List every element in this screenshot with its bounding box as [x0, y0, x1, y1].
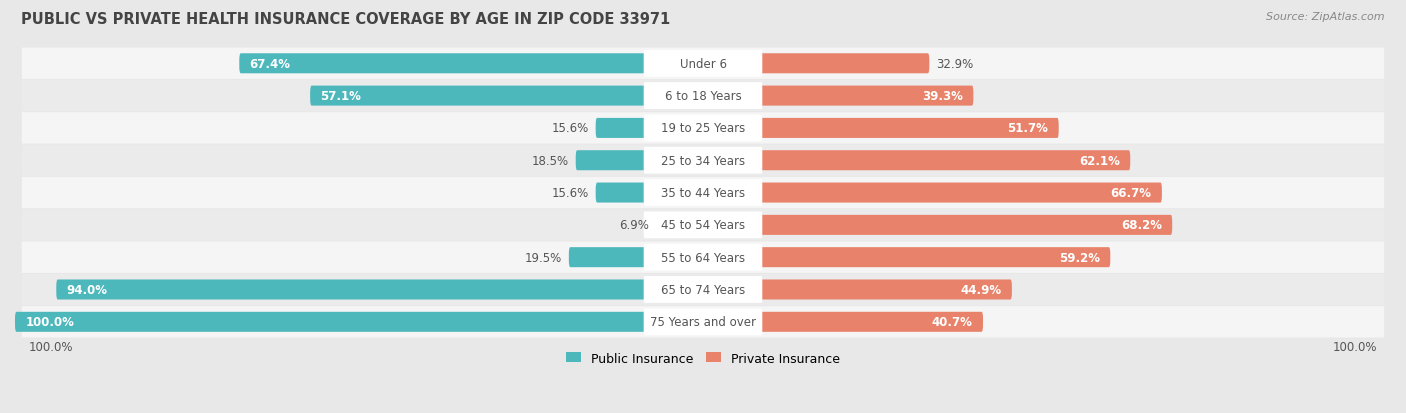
Text: 32.9%: 32.9% [936, 58, 973, 71]
FancyBboxPatch shape [703, 183, 1161, 203]
FancyBboxPatch shape [239, 54, 703, 74]
Text: 67.4%: 67.4% [250, 58, 291, 71]
Text: 66.7%: 66.7% [1111, 187, 1152, 199]
Bar [703, 54, 709, 74]
Text: 15.6%: 15.6% [551, 187, 589, 199]
FancyBboxPatch shape [596, 183, 703, 203]
Text: 100.0%: 100.0% [28, 340, 73, 353]
Text: 18.5%: 18.5% [531, 154, 569, 167]
Bar [702, 86, 706, 107]
FancyBboxPatch shape [655, 215, 703, 235]
FancyBboxPatch shape [644, 51, 762, 78]
Bar [703, 312, 709, 332]
FancyBboxPatch shape [56, 280, 703, 300]
Bar [702, 247, 706, 268]
FancyBboxPatch shape [703, 312, 983, 332]
FancyBboxPatch shape [21, 48, 1385, 80]
Bar [702, 183, 706, 203]
Text: 65 to 74 Years: 65 to 74 Years [661, 283, 745, 296]
Text: 68.2%: 68.2% [1121, 219, 1161, 232]
Text: Source: ZipAtlas.com: Source: ZipAtlas.com [1267, 12, 1385, 22]
Text: 40.7%: 40.7% [932, 316, 973, 328]
Bar [703, 215, 709, 235]
Text: 45 to 54 Years: 45 to 54 Years [661, 219, 745, 232]
Text: 100.0%: 100.0% [1333, 340, 1378, 353]
Bar [702, 151, 706, 171]
Text: 62.1%: 62.1% [1078, 154, 1121, 167]
FancyBboxPatch shape [644, 180, 762, 206]
Text: 100.0%: 100.0% [25, 316, 75, 328]
Text: 6 to 18 Years: 6 to 18 Years [665, 90, 741, 103]
Text: 39.3%: 39.3% [922, 90, 963, 103]
Text: Under 6: Under 6 [679, 58, 727, 71]
Bar [702, 54, 706, 74]
FancyBboxPatch shape [21, 81, 1385, 112]
FancyBboxPatch shape [644, 309, 762, 335]
Bar [702, 215, 706, 235]
FancyBboxPatch shape [703, 247, 1111, 268]
Bar [702, 280, 706, 300]
Bar [703, 119, 709, 139]
FancyBboxPatch shape [644, 212, 762, 239]
Text: 15.6%: 15.6% [551, 122, 589, 135]
FancyBboxPatch shape [21, 306, 1385, 338]
FancyBboxPatch shape [21, 178, 1385, 209]
Text: 75 Years and over: 75 Years and over [650, 316, 756, 328]
Text: 55 to 64 Years: 55 to 64 Years [661, 251, 745, 264]
FancyBboxPatch shape [15, 312, 703, 332]
Bar [703, 247, 709, 268]
FancyBboxPatch shape [21, 145, 1385, 176]
FancyBboxPatch shape [644, 276, 762, 303]
Text: 44.9%: 44.9% [960, 283, 1001, 296]
FancyBboxPatch shape [21, 242, 1385, 273]
FancyBboxPatch shape [21, 210, 1385, 241]
FancyBboxPatch shape [703, 54, 929, 74]
FancyBboxPatch shape [21, 113, 1385, 144]
Text: PUBLIC VS PRIVATE HEALTH INSURANCE COVERAGE BY AGE IN ZIP CODE 33971: PUBLIC VS PRIVATE HEALTH INSURANCE COVER… [21, 12, 671, 27]
Bar [703, 86, 709, 107]
Bar [703, 151, 709, 171]
FancyBboxPatch shape [644, 244, 762, 271]
Bar [703, 280, 709, 300]
Text: 25 to 34 Years: 25 to 34 Years [661, 154, 745, 167]
Bar [702, 312, 706, 332]
Bar [702, 119, 706, 139]
Text: 94.0%: 94.0% [66, 283, 108, 296]
FancyBboxPatch shape [644, 83, 762, 110]
Text: 19.5%: 19.5% [524, 251, 562, 264]
Text: 59.2%: 59.2% [1059, 251, 1099, 264]
Legend: Public Insurance, Private Insurance: Public Insurance, Private Insurance [561, 347, 845, 370]
FancyBboxPatch shape [703, 86, 973, 107]
FancyBboxPatch shape [596, 119, 703, 139]
FancyBboxPatch shape [703, 119, 1059, 139]
FancyBboxPatch shape [703, 215, 1173, 235]
Text: 57.1%: 57.1% [321, 90, 361, 103]
Text: 6.9%: 6.9% [619, 219, 648, 232]
FancyBboxPatch shape [569, 247, 703, 268]
Bar [703, 183, 709, 203]
Text: 35 to 44 Years: 35 to 44 Years [661, 187, 745, 199]
FancyBboxPatch shape [644, 115, 762, 142]
Text: 51.7%: 51.7% [1008, 122, 1049, 135]
FancyBboxPatch shape [703, 280, 1012, 300]
Text: 19 to 25 Years: 19 to 25 Years [661, 122, 745, 135]
FancyBboxPatch shape [575, 151, 703, 171]
FancyBboxPatch shape [21, 274, 1385, 306]
FancyBboxPatch shape [311, 86, 703, 107]
FancyBboxPatch shape [703, 151, 1130, 171]
FancyBboxPatch shape [644, 147, 762, 174]
